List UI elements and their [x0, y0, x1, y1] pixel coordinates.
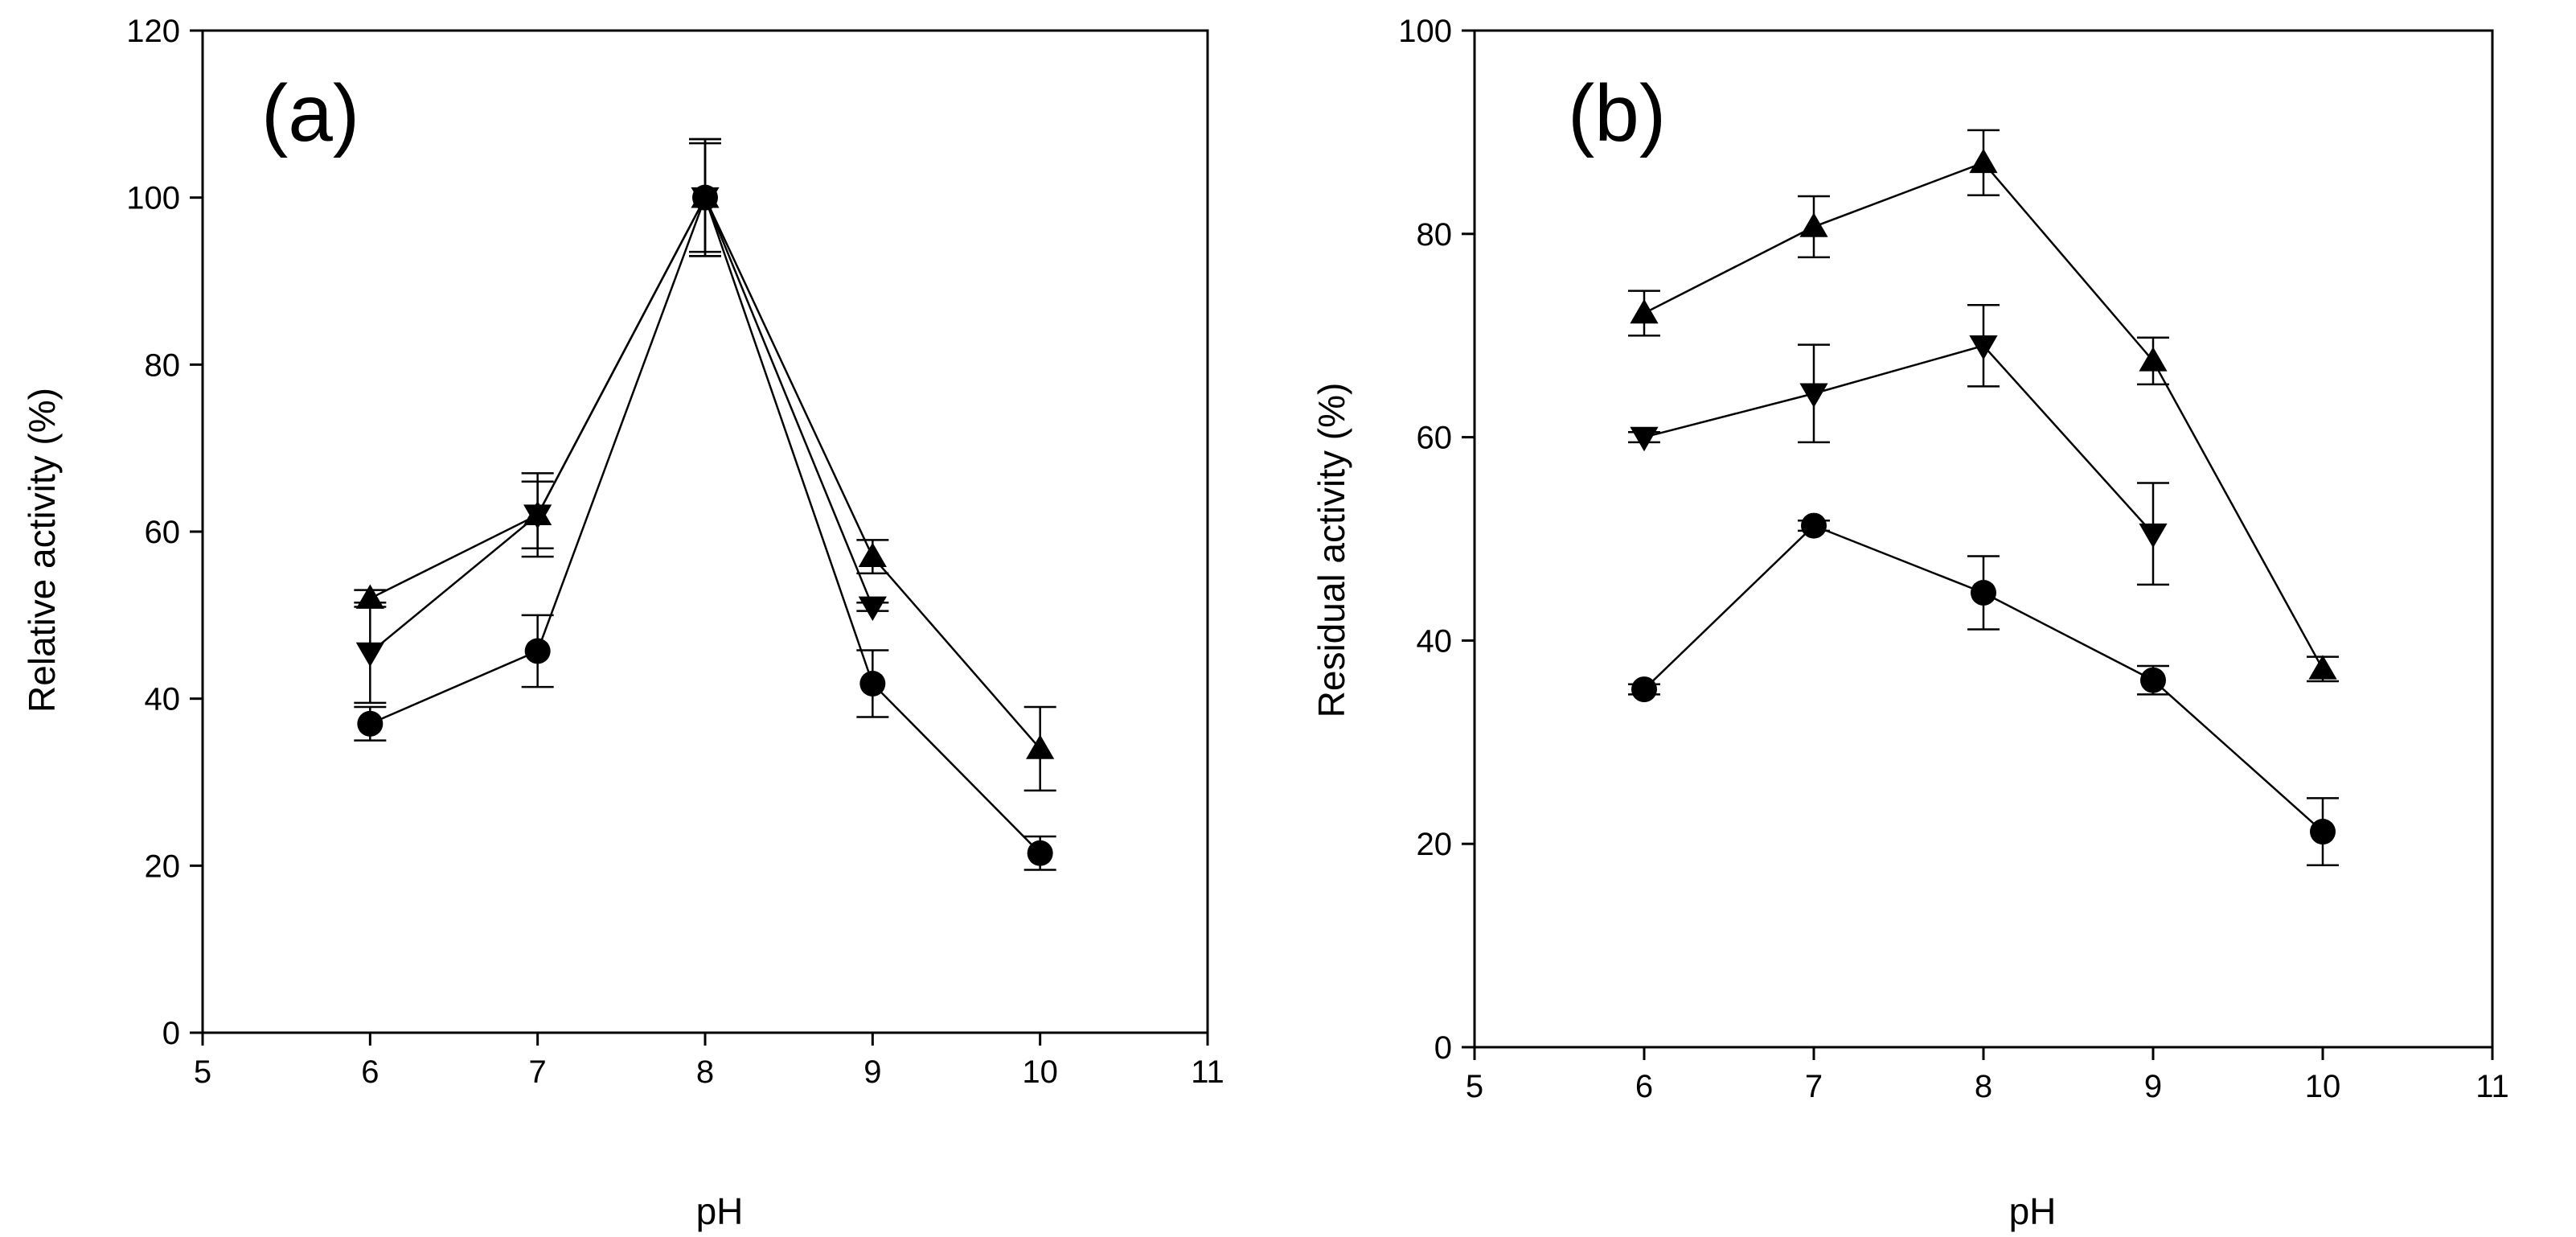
panel-a-x-tick-label: 5	[194, 1054, 211, 1090]
panel-b-y-tick-label: 20	[1417, 827, 1453, 862]
panel-a-marker-triangle-up	[858, 542, 887, 567]
panel-b-marker-circle	[1801, 512, 1827, 539]
panel-b-x-tick-label: 9	[2144, 1069, 2162, 1104]
panel-b-marker-triangle-up	[2139, 347, 2168, 372]
panel-b-series-line-triangle-down	[1643, 344, 2154, 535]
panel-a-marker-circle	[859, 670, 886, 697]
panel-b-y-tick-label: 0	[1434, 1030, 1452, 1066]
panel-b-x-tick-label: 7	[1805, 1069, 1823, 1104]
panel-a-y-axis-label: Relative activity (%)	[21, 388, 63, 713]
panel-b-marker-triangle-down	[1630, 426, 1659, 452]
panel-a-y-tick-label: 40	[145, 682, 181, 717]
panel-a-marker-circle	[1027, 840, 1053, 866]
panel-a-x-tick-label: 6	[361, 1054, 379, 1090]
panel-a-y-tick-label: 0	[162, 1016, 180, 1051]
panel-b-y-axis-label: Residual activity (%)	[1311, 383, 1352, 718]
panel-a-y-tick-label: 20	[145, 849, 181, 884]
panel-b-y-tick-label: 80	[1417, 217, 1453, 253]
panel-a-marker-triangle-up	[1026, 734, 1055, 759]
panel-b-label: (b)	[1568, 68, 1666, 158]
panel-b-series-triangle-up	[1628, 129, 2339, 683]
panel-a-marker-circle	[357, 710, 384, 737]
panel-b-marker-circle	[2310, 819, 2336, 845]
panel-a-label: (a)	[261, 68, 359, 158]
panel-a-x-axis-label: pH	[696, 1190, 744, 1232]
panel-a-marker-triangle-down	[523, 504, 552, 529]
panel-b-x-axis-label: pH	[2009, 1190, 2057, 1232]
panel-b-marker-triangle-down	[2139, 523, 2168, 549]
panel-b-marker-triangle-up	[2308, 655, 2337, 680]
panel-a-x-tick-label: 9	[863, 1054, 881, 1090]
panel-b-marker-circle	[1971, 579, 1996, 606]
panel-a-x-tick-label: 10	[1022, 1054, 1058, 1090]
panel-b-marker-triangle-up	[1799, 212, 1828, 237]
panel-a-x-tick-label: 11	[1191, 1054, 1224, 1090]
panel-b: (b) pH Residual activity (%) 5 6 7 8 9 10 11 0 2…	[1311, 14, 2509, 1232]
panel-b-x-tick-label: 5	[1466, 1069, 1483, 1104]
panel-b-marker-circle	[1631, 676, 1657, 703]
panel-a-y-tick-label: 120	[126, 14, 180, 49]
panel-b-x-tick-label: 10	[2305, 1069, 2341, 1104]
panel-b-series-triangle-down	[1628, 304, 2169, 586]
panel-b-y-tick-label: 40	[1417, 623, 1453, 659]
panel-b-marker-triangle-up	[1630, 298, 1659, 324]
panel-a-marker-circle	[524, 638, 551, 664]
panel-b-series-circle	[1628, 512, 2339, 866]
panel-a-series-circle	[354, 142, 1056, 871]
panel-a-y-tick-label: 100	[126, 181, 180, 216]
panel-a-series-line-triangle-down	[369, 195, 874, 654]
panel-b-marker-triangle-down	[1969, 335, 1998, 360]
panel-b-x-tick-label: 6	[1635, 1069, 1653, 1104]
panel-a-marker-triangle-down	[858, 596, 887, 622]
panel-b-marker-triangle-down	[1799, 383, 1828, 408]
panel-b-marker-circle	[2140, 667, 2166, 693]
panel-a-x-tick-label: 8	[696, 1054, 714, 1090]
panel-a-marker-circle	[692, 184, 718, 211]
panel-a-x-tick-label: 7	[529, 1054, 547, 1090]
panel-b-x-tick-label: 8	[1975, 1069, 1992, 1104]
panel-a-marker-triangle-down	[355, 642, 384, 668]
panel-a-y-tick-label: 80	[145, 347, 181, 383]
panel-a-y-tick-label: 60	[145, 515, 181, 550]
panel-b-marker-triangle-up	[1969, 148, 1998, 174]
panel-b-x-tick-label: 11	[2476, 1069, 2509, 1104]
panel-a: (a) pH Relative activity (%) 5 6 7 8 9 10 11 0 2…	[21, 14, 1224, 1232]
panel-b-y-tick-label: 60	[1417, 421, 1453, 456]
panel-b-y-tick-label: 100	[1398, 14, 1452, 49]
